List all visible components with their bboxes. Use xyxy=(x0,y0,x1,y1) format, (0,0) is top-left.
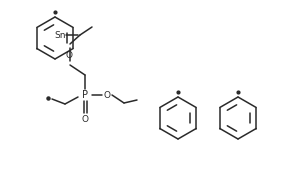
Text: O: O xyxy=(104,90,111,100)
Text: O: O xyxy=(65,50,72,60)
Text: Sn: Sn xyxy=(54,31,66,39)
Text: O: O xyxy=(81,115,88,123)
Text: P: P xyxy=(82,90,88,100)
